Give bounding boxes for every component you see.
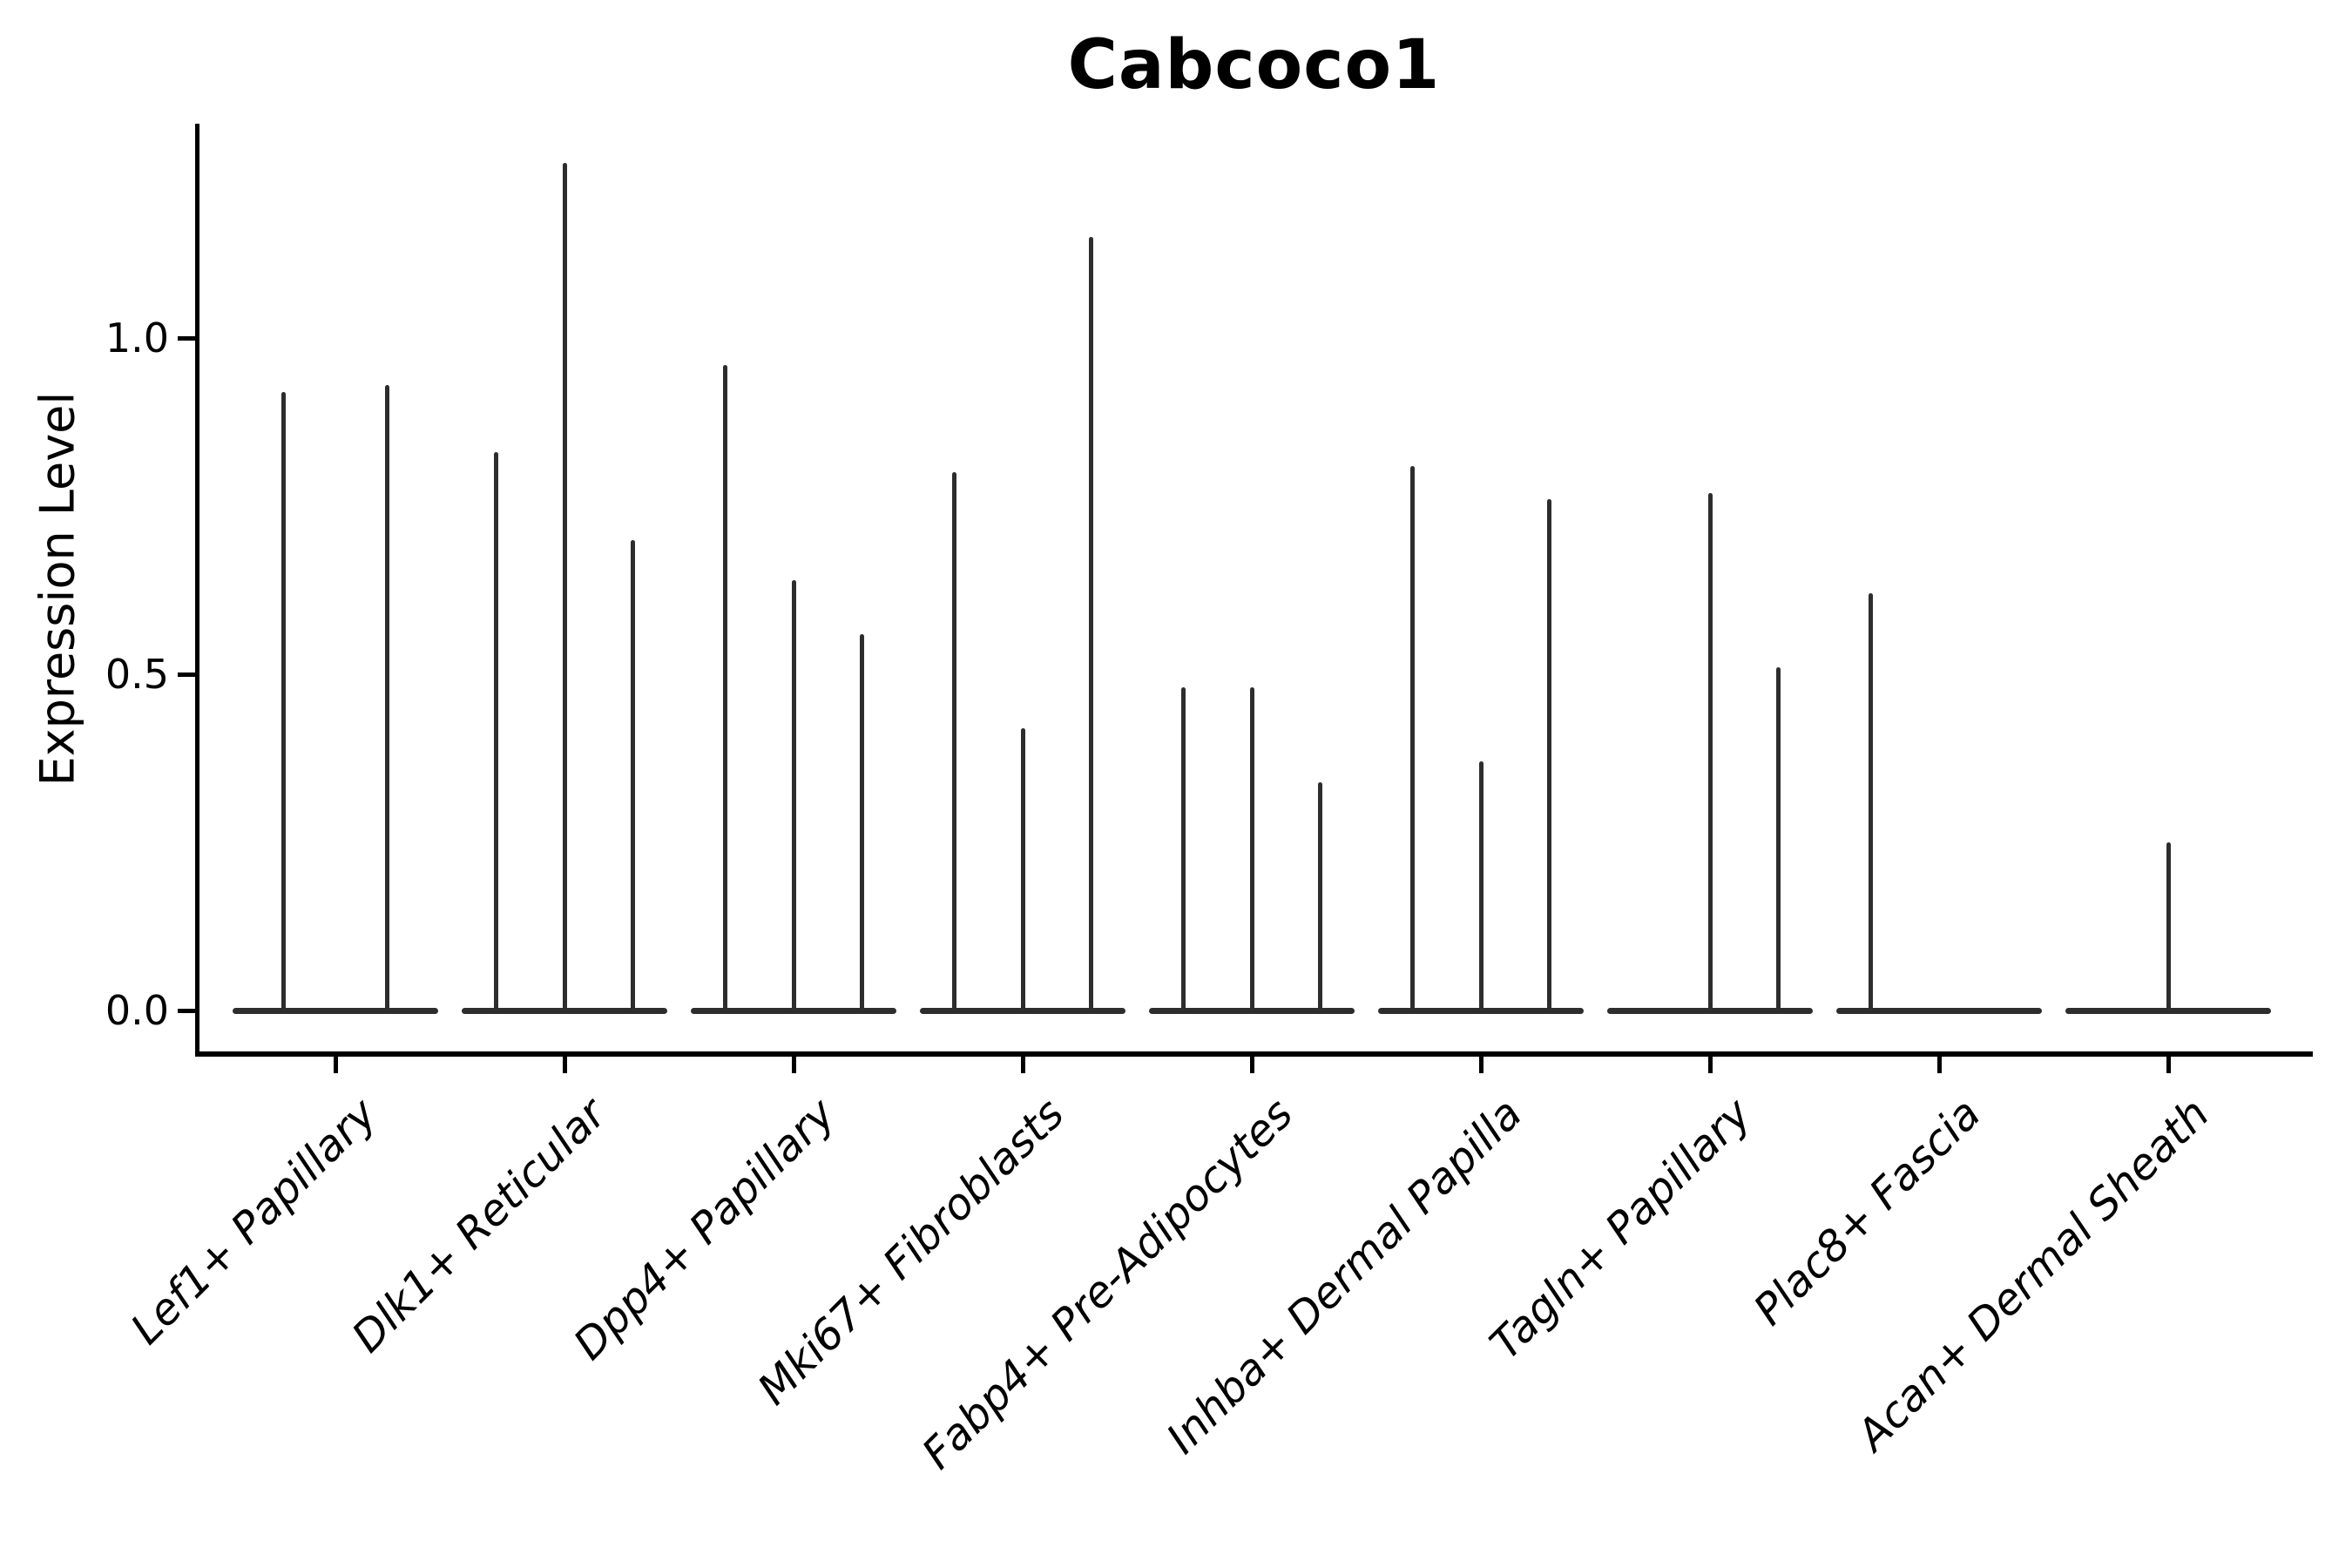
- x-tick: [333, 1057, 338, 1073]
- x-tick: [1707, 1057, 1713, 1073]
- y-tick-label: 0.0: [105, 987, 169, 1034]
- x-axis-spine: [195, 1051, 2313, 1057]
- y-tick-label: 0.5: [105, 651, 169, 698]
- violin-spike: [1089, 237, 1094, 1012]
- violin-spike: [2166, 842, 2171, 1012]
- y-tick: [178, 335, 197, 341]
- violin-spike: [281, 391, 287, 1012]
- x-tick-label: Fabp4+ Pre-Adipocytes: [912, 1089, 1303, 1479]
- violin-spike: [791, 579, 796, 1012]
- y-axis-spine: [195, 124, 199, 1057]
- violin-base: [1836, 1007, 2042, 1014]
- y-axis-label: Expression Level: [30, 391, 85, 787]
- violin-spike: [951, 472, 956, 1012]
- violin-spike: [1249, 687, 1254, 1012]
- violin-base: [233, 1007, 438, 1014]
- violin-spike: [1478, 761, 1484, 1012]
- x-tick-label: Dlk1+ Reticular: [341, 1089, 616, 1362]
- violin-spike: [1776, 667, 1781, 1012]
- x-tick-label: Plac8+ Fascia: [1743, 1089, 1990, 1335]
- chart-title: Cabcoco1: [1067, 26, 1441, 105]
- violin-spike: [1547, 499, 1552, 1012]
- violin-spike: [722, 364, 727, 1012]
- y-tick: [178, 1008, 197, 1013]
- x-tick: [1249, 1057, 1254, 1073]
- violin-spike: [384, 385, 389, 1012]
- x-tick: [791, 1057, 796, 1073]
- x-tick: [562, 1057, 567, 1073]
- x-tick: [1020, 1057, 1025, 1073]
- violin-spike: [1409, 465, 1415, 1012]
- x-tick: [1478, 1057, 1484, 1073]
- violin-spike: [1180, 687, 1186, 1012]
- violin-spike: [1868, 593, 1873, 1012]
- violin-spike: [1318, 781, 1323, 1012]
- violin-spike: [631, 539, 636, 1012]
- violin-spike: [1707, 492, 1713, 1012]
- y-tick: [178, 672, 197, 677]
- violin-spike: [562, 163, 567, 1012]
- x-tick: [2166, 1057, 2171, 1073]
- violin-spike: [1020, 727, 1025, 1012]
- violin-spike: [860, 633, 865, 1012]
- x-tick: [1936, 1057, 1942, 1073]
- x-tick-label: Lef1+ Papillary: [121, 1089, 387, 1355]
- y-tick-label: 1.0: [105, 314, 169, 362]
- violin-spike: [493, 452, 498, 1012]
